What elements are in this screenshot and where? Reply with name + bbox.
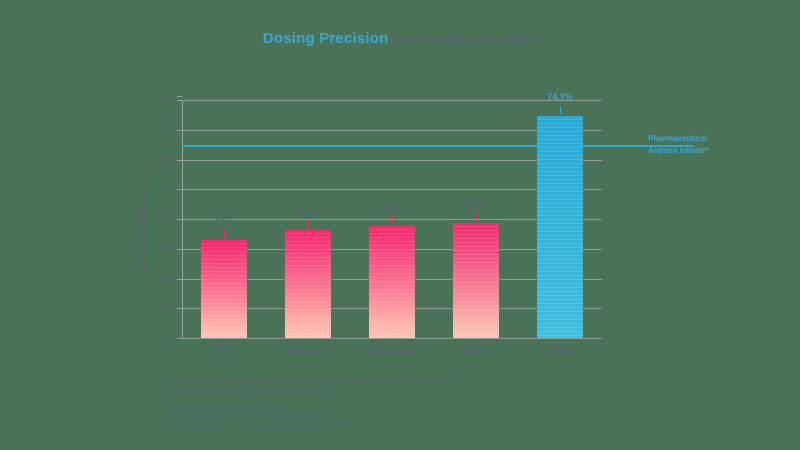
reference-line-label: Pharmaceutical Asthma Inhaler*: [648, 133, 709, 157]
bar-syqe[interactable]: [537, 115, 583, 338]
value-connector: [308, 220, 309, 229]
gridline: [182, 338, 602, 339]
gridline: [182, 189, 602, 191]
y-axis-tick-label: 60: [162, 156, 170, 163]
x-axis-label-syqe: Syqe: [549, 345, 571, 355]
y-axis-tick-label: 10: [162, 304, 170, 312]
chart-title-main: Dosing Precision: [262, 30, 389, 47]
bar-texture: [285, 230, 331, 338]
y-axis-tick: [177, 338, 182, 339]
bar-value-label: 74.7%: [547, 91, 573, 102]
gridline: [182, 159, 602, 161]
bar-texture: [369, 226, 415, 338]
footnotes: Source: Eisenberg et al. The PK, efficac…: [167, 378, 727, 438]
y-axis-tick-label: 0: [166, 334, 170, 342]
gridline: [182, 100, 602, 101]
value-connector: [476, 212, 477, 221]
bar-value-label: 38.7%: [464, 200, 488, 210]
y-axis-tick-label: 40: [162, 215, 170, 223]
footnote-line: with chronic neuropathic pain - 2014. (P…: [167, 387, 327, 393]
bar-texture: [537, 115, 583, 338]
bar-oromucosal[interactable]: [369, 226, 415, 338]
bar-value-label: 37.5%: [380, 204, 404, 214]
chart-title-subtitle: (Inter-Individual Variability): [392, 34, 538, 46]
footnote-line: Hazekamp/Lachenmeier et al. CV of Bioava…: [167, 421, 355, 427]
y-axis-tick: [177, 308, 182, 310]
bar-texture: [201, 239, 247, 338]
gridline: [182, 129, 602, 131]
footnote-line: Source: Eisenberg et al. The PK, efficac…: [167, 379, 455, 384]
plot-inner: 80 70 60 50 40 30 20 10 0 33% 36.2% 37.5% 38.7% 74.7%: [162, 92, 694, 342]
y-axis-tick: [177, 219, 182, 220]
plot-area: 80 70 60 50 40 30 20 10 0 33% 36.2% 37.5% 38.7% 74.7%: [162, 92, 694, 342]
bar-value-label: 33%: [215, 217, 232, 227]
y-axis-tick-label: 20: [162, 275, 170, 282]
footnote-references: *Average inter-individual CV of referenc…: [167, 404, 727, 429]
y-axis-tick: [177, 189, 182, 191]
value-connector: [560, 105, 561, 114]
value-connector: [224, 229, 225, 238]
bar-texture: [453, 222, 499, 338]
y-axis-tick: [177, 100, 182, 101]
bar-oral[interactable]: [201, 239, 247, 338]
y-axis-tick-label: 80: [162, 96, 170, 104]
x-axis-label-oral: Oral: [214, 345, 233, 355]
x-axis-label-oromucosal: Oromucosal: [365, 345, 419, 355]
footnote-line: 1 Kurzke/Gundelfinger et al. PK and PD o…: [167, 413, 330, 419]
y-axis-tick-label: 50: [162, 185, 170, 193]
footnote-line: *Average inter-individual CV of referenc…: [167, 404, 288, 410]
y-axis-tick-label: 70: [162, 126, 170, 134]
reference-line: [182, 144, 694, 147]
y-axis-tick: [177, 129, 182, 131]
y-axis-tick-label: 30: [162, 245, 170, 253]
y-axis-tick: [177, 159, 182, 161]
bar-value-label: 36.2%: [296, 208, 320, 218]
y-axis-tick: [177, 96, 182, 97]
reference-line-label-line1: Pharmaceutical: [648, 133, 708, 143]
x-axis-label-vaporizers: Vaporizers: [285, 345, 331, 355]
y-axis-tick: [177, 278, 182, 280]
reference-line-label-line2: Asthma Inhaler*: [648, 145, 709, 155]
bar-smoke[interactable]: [453, 222, 499, 338]
footnote-source: Source: Eisenberg et al. The PK, efficac…: [167, 378, 727, 395]
bar-vaporizers[interactable]: [285, 230, 331, 338]
x-axis-label-smoke: Smoke: [461, 345, 491, 355]
chart-title: Dosing Precision (Inter-Individual Varia…: [0, 30, 800, 48]
y-axis-tick: [177, 248, 182, 250]
value-connector: [392, 216, 393, 225]
